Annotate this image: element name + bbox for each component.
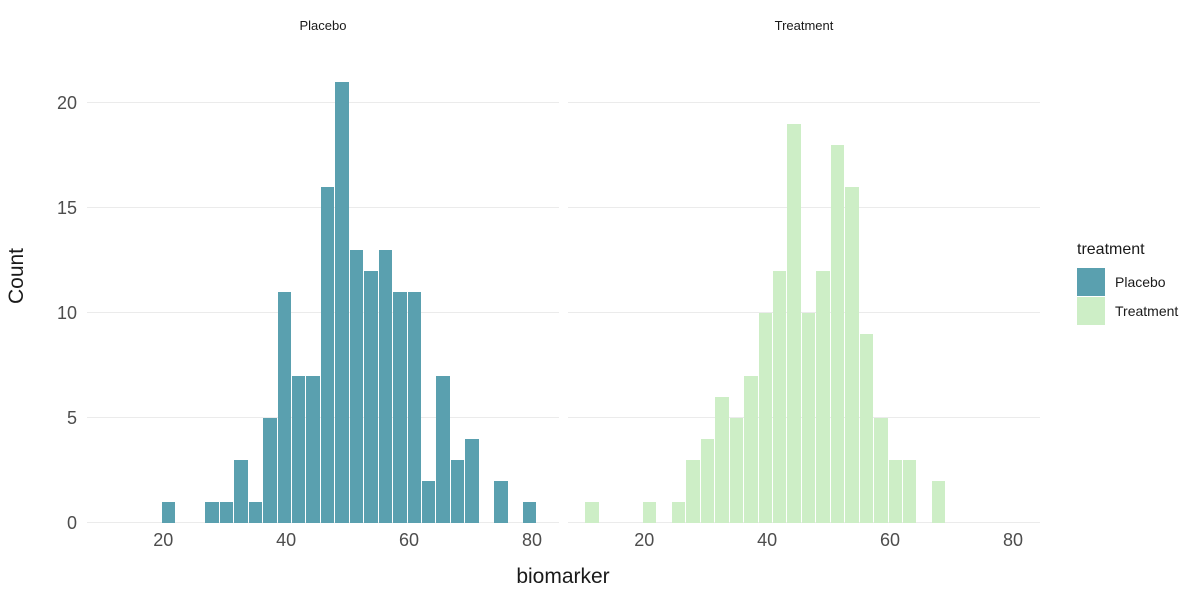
- placebo-bar-x66.8: [450, 460, 465, 523]
- gridline-y-15: [568, 207, 1040, 208]
- treatment-bar-x36.25: [744, 376, 758, 523]
- placebo-bar-x62.1: [421, 481, 436, 523]
- placebo-bar-x50.35: [349, 250, 364, 523]
- placebo-bar-x26.85: [205, 502, 219, 523]
- placebo-bar-x43.3: [306, 376, 320, 523]
- x-tick-label-treatment-20: 20: [634, 530, 655, 550]
- x-tick-label-placebo-80: 80: [521, 530, 542, 550]
- y-tick-label-5: 5: [66, 407, 77, 428]
- x-tick-label-placebo-40: 40: [276, 530, 297, 550]
- y-tick-label-10: 10: [56, 302, 77, 323]
- x-tick-label-placebo-20: 20: [153, 530, 174, 550]
- treatment-bar-x29.2: [700, 439, 715, 523]
- gridline-y-20: [87, 102, 559, 103]
- treatment-bar-x48: [816, 271, 830, 523]
- placebo-bar-x40.95: [291, 376, 306, 523]
- placebo-bar-x19.8: [161, 502, 176, 523]
- treatment-bar-x40.95: [772, 271, 787, 523]
- treatment-swatch-icon: [1077, 297, 1105, 325]
- placebo-bar-x78.55: [523, 502, 537, 523]
- placebo-bar-x48: [335, 82, 349, 523]
- treatment-bar-x43.3: [787, 124, 801, 523]
- treatment-bar-x45.65: [801, 313, 816, 523]
- placebo-bar-x59.75: [407, 292, 421, 523]
- placebo-bar-x64.45: [436, 376, 450, 523]
- placebo-bar-x69.15: [465, 439, 479, 523]
- treatment-bar-x26.85: [686, 460, 700, 523]
- placebo-bar-x73.85: [494, 481, 508, 523]
- treatment-bar-x55.05: [859, 334, 874, 523]
- placebo-bar-x31.55: [234, 460, 248, 523]
- x-tick-label-placebo-60: 60: [399, 530, 420, 550]
- y-tick-label-15: 15: [56, 197, 77, 218]
- placebo-bar-x36.25: [263, 418, 277, 523]
- legend-key-treatment: Treatment: [1077, 297, 1178, 325]
- x-tick-label-treatment-40: 40: [757, 530, 778, 550]
- gridline-y-10: [568, 312, 1040, 313]
- treatment-bar-x10.4: [585, 502, 599, 523]
- y-tick-label-20: 20: [56, 92, 77, 113]
- treatment-bar-x38.6: [758, 313, 772, 523]
- legend-key-placebo: Placebo: [1077, 268, 1178, 296]
- placebo-bar-x52.7: [364, 271, 378, 523]
- placebo-bar-x45.65: [320, 187, 335, 523]
- gridline-y-20: [568, 102, 1040, 103]
- facet-panel-treatment: [568, 42, 1040, 523]
- placebo-swatch-icon: [1077, 268, 1105, 296]
- placebo-bar-x55.05: [378, 250, 393, 523]
- facet-panel-placebo: [87, 42, 559, 523]
- treatment-bar-x19.8: [642, 502, 657, 523]
- legend: treatment Placebo Treatment: [1077, 241, 1178, 326]
- legend-title: treatment: [1077, 241, 1145, 258]
- y-tick-label-0: 0: [66, 512, 77, 533]
- x-tick-label-treatment-60: 60: [880, 530, 901, 550]
- treatment-bar-x31.55: [715, 397, 729, 523]
- facet-strip-treatment: Treatment: [774, 18, 834, 33]
- treatment-bar-x57.4: [874, 418, 888, 523]
- x-axis-title: biomarker: [516, 565, 610, 588]
- treatment-bar-x62.1: [902, 460, 917, 523]
- facet-strip-placebo: Placebo: [299, 18, 347, 33]
- placebo-bar-x33.9: [248, 502, 263, 523]
- legend-label-placebo: Placebo: [1115, 274, 1166, 290]
- placebo-bar-x29.2: [219, 502, 234, 523]
- treatment-bar-x33.9: [729, 418, 744, 523]
- legend-label-treatment: Treatment: [1115, 303, 1179, 319]
- treatment-bar-x66.8: [931, 481, 946, 523]
- treatment-bar-x52.7: [845, 187, 859, 523]
- treatment-bar-x59.75: [888, 460, 902, 523]
- placebo-bar-x57.4: [393, 292, 407, 523]
- treatment-bar-x24.5: [671, 502, 686, 523]
- treatment-bar-x50.35: [830, 145, 845, 523]
- y-axis-title: Count: [5, 247, 28, 305]
- placebo-bar-x38.6: [277, 292, 291, 523]
- x-tick-label-treatment-80: 80: [1002, 530, 1023, 550]
